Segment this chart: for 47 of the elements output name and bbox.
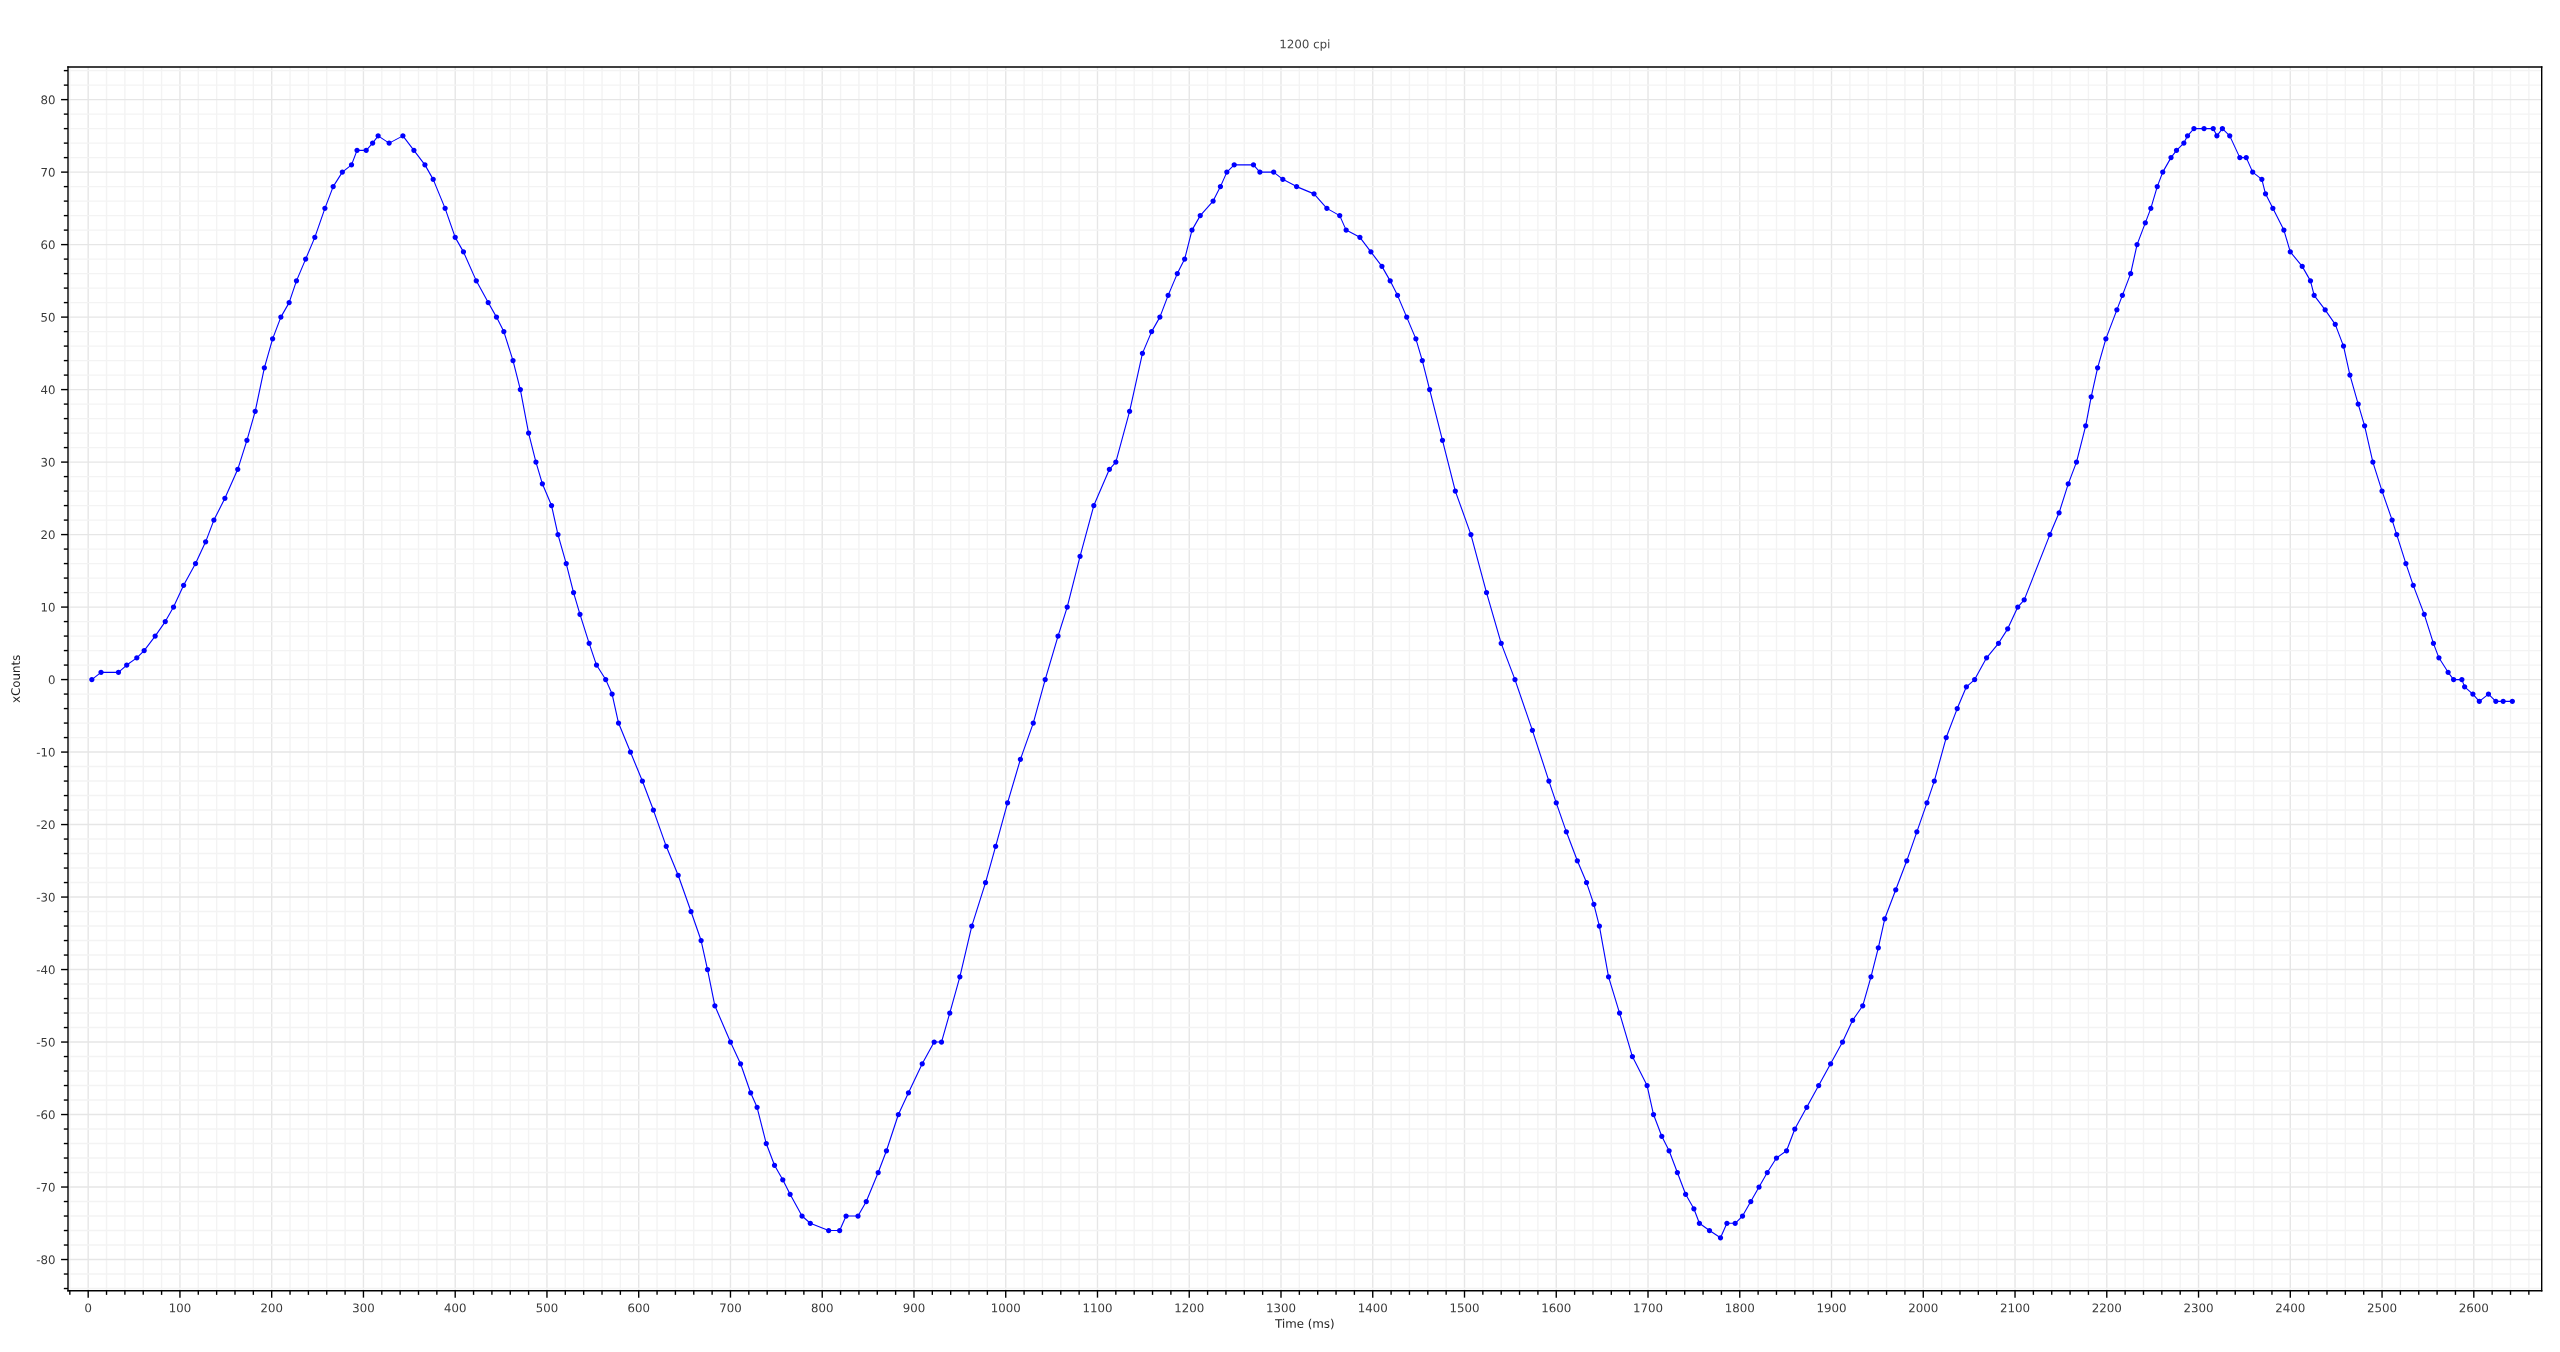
x-tick-label: 2000 — [1909, 1303, 1938, 1313]
y-tick-label: 20 — [41, 530, 55, 540]
x-tick-label: 1300 — [1267, 1303, 1296, 1313]
y-tick-label: -50 — [36, 1037, 55, 1047]
y-tick-label: -20 — [36, 820, 55, 830]
x-tick-label: 100 — [169, 1303, 191, 1313]
x-tick-label: 700 — [720, 1303, 741, 1313]
y-tick-label: 0 — [48, 675, 55, 685]
x-tick-label: 200 — [261, 1303, 283, 1313]
x-tick-label: 300 — [353, 1303, 374, 1313]
y-tick-label: -60 — [36, 1110, 55, 1120]
x-tick-label: 500 — [536, 1303, 558, 1313]
x-tick-label: 1700 — [1634, 1303, 1663, 1313]
y-tick-label: 50 — [41, 312, 55, 322]
y-tick-label: 40 — [41, 385, 55, 395]
x-tick-label: 2400 — [2276, 1303, 2305, 1313]
y-tick-label: -70 — [36, 1182, 55, 1192]
y-tick-label: 70 — [41, 167, 55, 177]
x-tick-label: 1000 — [992, 1303, 1020, 1313]
x-tick-label: 600 — [628, 1303, 650, 1313]
y-tick-label: -40 — [36, 965, 55, 975]
x-tick-label: 400 — [444, 1303, 466, 1313]
x-tick-label: 1400 — [1359, 1303, 1387, 1313]
x-tick-label: 900 — [903, 1303, 925, 1313]
y-tick-label: -80 — [36, 1255, 55, 1265]
y-axis-title: xCounts — [11, 655, 21, 703]
x-tick-label: 1100 — [1083, 1303, 1112, 1313]
y-tick-label: -30 — [36, 892, 55, 902]
x-tick-label: 1600 — [1542, 1303, 1571, 1313]
x-tick-label: 0 — [85, 1303, 92, 1313]
x-tick-label: 2100 — [2000, 1303, 2030, 1313]
x-tick-label: 1500 — [1450, 1303, 1479, 1313]
y-tick-label: -10 — [36, 747, 55, 757]
y-tick-label: 80 — [41, 95, 55, 105]
y-tick-label: 60 — [41, 240, 55, 250]
x-tick-label: 800 — [811, 1303, 833, 1313]
x-tick-label: 1200 — [1175, 1303, 1204, 1313]
x-tick-label: 2600 — [2459, 1303, 2489, 1313]
x-tick-label: 1900 — [1817, 1303, 1846, 1313]
x-tick-label: 2200 — [2092, 1303, 2122, 1313]
x-tick-label: 2300 — [2184, 1303, 2213, 1313]
x-axis-title: Time (ms) — [1275, 1318, 1334, 1330]
x-tick-label: 1800 — [1726, 1303, 1754, 1313]
x-tick-label: 2500 — [2367, 1303, 2397, 1313]
y-tick-label: 10 — [41, 602, 55, 612]
y-tick-label: 30 — [41, 457, 55, 467]
chart-subtitle: 1200 cpi — [1280, 39, 1330, 51]
